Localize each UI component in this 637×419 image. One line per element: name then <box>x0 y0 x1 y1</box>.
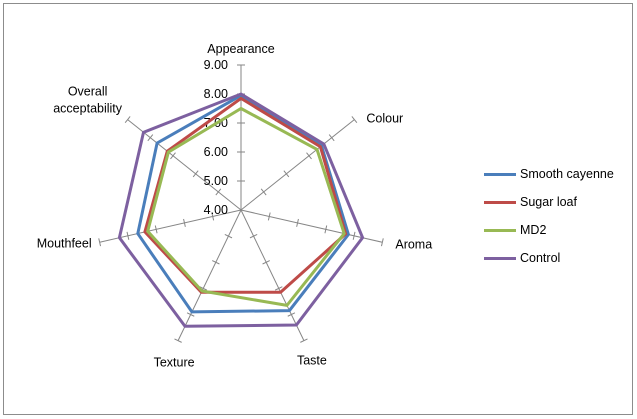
scale-tick-label: 4.00 <box>204 203 228 217</box>
radar-spoke <box>177 209 242 341</box>
radar-tick <box>260 188 267 196</box>
legend: Smooth cayenne Sugar loaf MD2 Control <box>484 160 634 272</box>
radar-tick <box>300 338 308 343</box>
radar-tick <box>215 188 222 196</box>
radar-spoke <box>240 209 383 243</box>
chart-frame <box>3 3 633 415</box>
legend-label: Sugar loaf <box>520 195 577 209</box>
category-label: Mouthfeel <box>37 236 92 250</box>
radar-tick <box>183 218 186 227</box>
radar-tick <box>154 225 158 234</box>
radar-tick <box>98 238 102 247</box>
radar-tick <box>306 152 312 160</box>
legend-swatch <box>484 256 516 260</box>
legend-swatch <box>484 228 516 232</box>
radar-tick <box>262 260 270 265</box>
category-label: Overall <box>68 85 108 99</box>
legend-item-md2: MD2 <box>484 216 634 244</box>
radar-tick <box>274 286 283 291</box>
legend-swatch <box>484 200 516 204</box>
legend-item-smooth-cayenne: Smooth cayenne <box>484 160 634 188</box>
radar-tick <box>224 233 233 239</box>
series-line <box>143 96 348 294</box>
radar-tick <box>287 312 296 317</box>
radar-tick <box>124 116 131 124</box>
category-label: Taste <box>297 354 327 368</box>
category-label: Appearance <box>207 42 274 56</box>
radar-tick <box>212 260 220 265</box>
radar-tick <box>126 231 130 240</box>
scale-tick-label: 5.00 <box>204 174 228 188</box>
legend-label: Smooth cayenne <box>520 167 614 181</box>
radar-tick <box>328 134 335 142</box>
radar-tick <box>324 225 328 234</box>
scale-tick-label: 8.00 <box>204 87 228 101</box>
category-label: Aroma <box>395 237 432 251</box>
radar-spoke <box>240 209 305 341</box>
radar-tick <box>352 231 356 240</box>
radar-tick <box>380 238 384 247</box>
radar-tick <box>147 134 154 142</box>
radar-tick <box>192 170 199 178</box>
category-label: Colour <box>366 112 403 126</box>
scale-tick-label: 9.00 <box>204 58 228 72</box>
radar-tick <box>199 286 208 291</box>
radar-tick <box>211 212 215 221</box>
legend-label: MD2 <box>520 223 547 237</box>
radar-tick <box>174 338 182 343</box>
radar-tick <box>296 218 299 227</box>
radar-tick <box>283 170 290 178</box>
legend-item-control: Control <box>484 244 634 272</box>
radar-tick <box>267 212 271 221</box>
scale-tick-label: 6.00 <box>204 145 228 159</box>
radar-tick <box>170 152 176 160</box>
legend-item-sugar-loaf: Sugar loaf <box>484 188 634 216</box>
radar-spoke <box>127 119 242 211</box>
radar-tick <box>186 312 195 317</box>
category-label: Texture <box>154 356 195 370</box>
series-line <box>117 92 365 328</box>
category-label: acceptability <box>53 102 123 116</box>
radar-tick <box>351 116 358 124</box>
radar-spoke <box>240 119 355 211</box>
series-line <box>136 93 351 314</box>
series-line <box>146 106 346 308</box>
legend-label: Control <box>520 251 561 265</box>
legend-swatch <box>484 172 516 176</box>
radar-spoke <box>99 209 242 243</box>
radar-tick <box>249 233 258 239</box>
